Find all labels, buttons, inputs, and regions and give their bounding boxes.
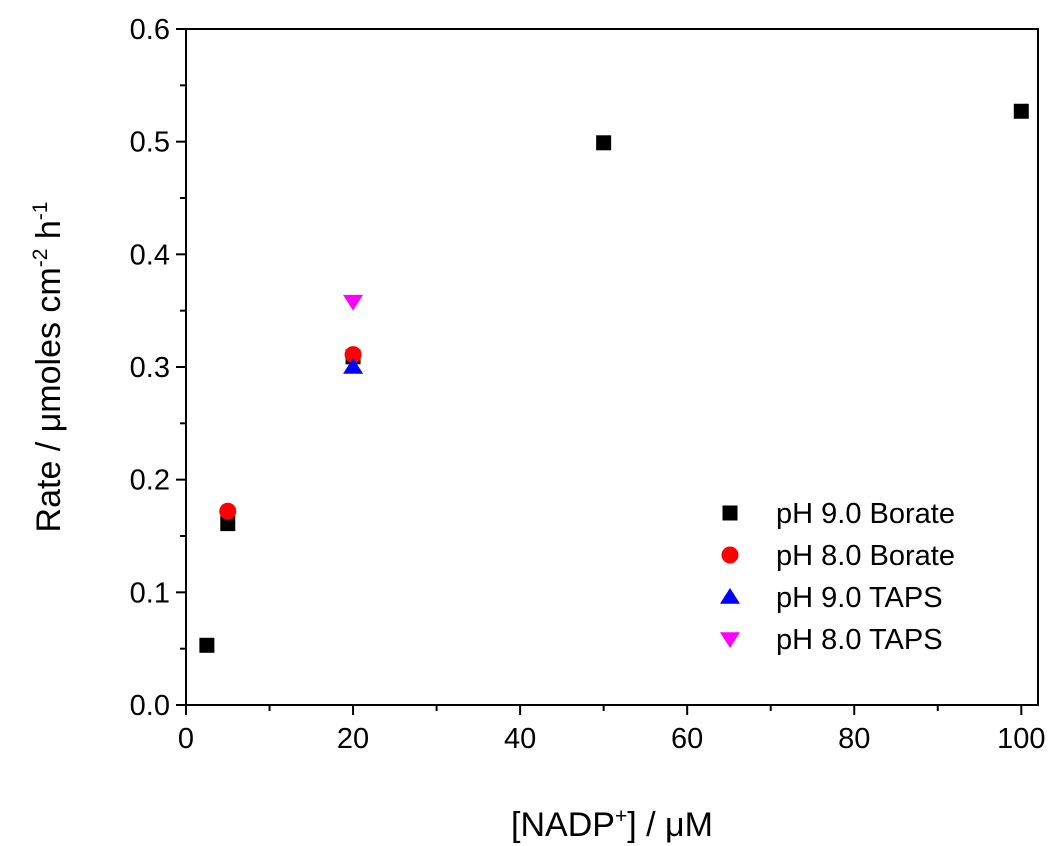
legend-marker [720,588,740,604]
legend-marker [721,546,739,564]
legend-label: pH 9.0 Borate [776,498,955,530]
legend-marker [720,632,740,648]
y-tick-label: 0.0 [130,690,170,722]
x-axis-title-post: ] / μM [627,806,713,844]
y-axis-title-b: h [30,220,68,248]
x-tick-label: 20 [337,723,369,755]
y-axis-title-a: Rate / μmoles cm [30,267,68,532]
x-tick-label: 100 [997,723,1045,755]
x-tick-label: 60 [671,723,703,755]
y-tick-label: 0.2 [130,465,170,497]
y-axis-title-sup1: -2 [29,249,52,268]
data-point [343,358,364,374]
y-axis-title: Rate / μmoles cm-2 h-1 [29,202,68,533]
data-point [343,294,364,311]
tick-labels: 0 20 40 60 80 100 0.0 0.1 0.2 0.3 0.4 0.5 0.6 [130,14,1046,755]
x-axis-title: [NADP+] / μM [511,805,713,844]
data-point [1013,103,1029,119]
legend: pH 9.0 Borate pH 8.0 Borate pH 9.0 TAPS pH … [720,498,955,656]
data-point [344,346,362,364]
legend-label: pH 8.0 Borate [776,540,955,572]
y-tick-label: 0.1 [130,577,170,609]
y-tick-label: 0.6 [130,14,170,46]
x-axis-title-pre: [NADP [511,806,615,844]
x-tick-label: 80 [838,723,870,755]
legend-marker [722,505,738,521]
data-point [199,637,215,653]
data-points [199,103,1029,653]
x-tick-label: 0 [178,723,194,755]
data-point [220,516,236,532]
y-tick-label: 0.5 [130,127,170,159]
axis-ticks [176,28,1023,715]
data-point [596,135,612,151]
data-point [219,502,237,520]
y-tick-label: 0.3 [130,352,170,384]
x-axis-title-sup: + [615,805,627,828]
x-tick-label: 40 [504,723,536,755]
y-axis-title-sup2: -1 [29,202,52,221]
legend-label: pH 8.0 TAPS [776,624,943,656]
legend-label: pH 9.0 TAPS [776,582,943,614]
y-tick-label: 0.4 [130,239,170,271]
